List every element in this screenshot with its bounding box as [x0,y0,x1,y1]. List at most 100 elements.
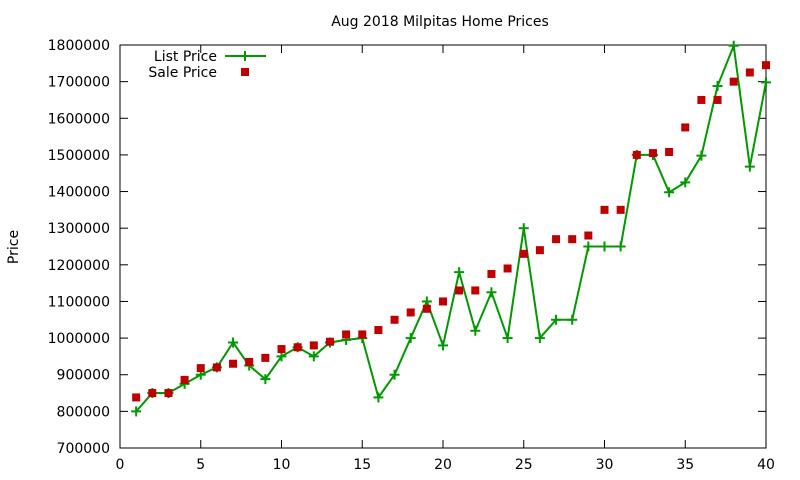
plot-frame [119,44,767,449]
list-price-point [567,314,578,325]
y-tick-label: 800000 [57,404,110,420]
list-price-point [761,77,771,88]
sale-price-point [374,326,383,335]
axes [119,44,767,449]
list-price-point [486,287,497,298]
sale-price-point [487,269,496,278]
sale-price-point [325,337,334,346]
sale-price-point [212,363,221,372]
list-price-point [438,340,448,351]
y-tick-label: 1200000 [48,258,110,274]
list-price-point [744,161,755,172]
sale-price-point [164,389,173,398]
sale-price-point [196,364,205,373]
x-tick-label: 10 [273,457,291,473]
list-price-point [583,241,594,252]
sale-price-point [713,95,722,104]
y-axis-label: Price [6,230,22,264]
x-tick-label: 25 [515,457,533,473]
list-price-point [551,314,562,325]
list-price-point [599,241,610,252]
sale-price-point [648,149,657,158]
list-price-point [260,374,271,385]
list-price-point [502,333,513,344]
sale-price-point [406,308,415,317]
sale-price-point [519,249,528,258]
x-tick-label: 20 [434,457,452,473]
sale-price-point [277,345,286,354]
list-price-point [728,40,739,51]
sale-price-point [229,359,238,368]
sale-price-point [148,389,157,398]
sale-price-point [568,235,577,244]
legend-marker-sale-price [241,68,249,76]
sale-price-point [390,315,399,324]
legend-label-list-price: List Price [154,49,217,65]
list-price-point [454,267,465,278]
list-price-point [228,337,239,348]
list-price-point [405,333,416,344]
y-tick-label: 700000 [57,441,110,457]
list-price-point [470,325,481,336]
list-price-point [615,241,626,252]
sale-price-point [309,341,318,350]
x-tick-label: 30 [596,457,614,473]
tick-marks: 0 5 10 15 20 25 30 35 40 700000 800000 900000 100000… [48,38,775,473]
sale-price-point [681,123,690,132]
sale-price-point [632,150,641,159]
legend-label-sale-price: Sale Price [148,65,217,81]
y-tick-label: 1700000 [48,75,110,91]
sale-price-point [697,95,706,104]
sale-price-point [455,286,464,295]
sale-price-point [600,205,609,214]
sale-price-point [616,205,625,214]
sale-price-point [745,68,754,77]
sale-price-point [180,375,189,384]
list-price-point [712,81,723,92]
list-price-line [135,41,767,413]
sale-price-point [422,304,431,313]
sale-price-point [132,393,141,402]
sale-price-point [471,286,480,295]
list-price-point [696,150,707,161]
sale-price-point [729,77,738,86]
y-tick-label: 1600000 [48,111,110,127]
x-tick-label: 5 [196,457,205,473]
list-price-point [518,223,529,234]
y-tick-label: 1500000 [48,148,110,164]
series-lines [135,41,767,413]
list-price-point [131,406,142,417]
x-tick-label: 0 [116,457,125,473]
list-price-point [664,187,675,198]
y-tick-label: 1800000 [48,38,110,54]
x-tick-label: 40 [757,457,775,473]
sale-price-point [535,246,544,255]
sale-price-point [245,357,254,366]
list-price-point [373,392,384,403]
list-price-point [308,351,319,362]
sale-price-point [665,147,674,156]
x-tick-label: 35 [676,457,694,473]
data-points [131,40,771,417]
sale-price-point [358,330,367,339]
sale-price-point [439,297,447,306]
y-tick-label: 900000 [57,368,110,384]
sale-price-point [552,235,561,244]
sale-price-point [503,264,512,273]
y-tick-label: 1300000 [48,221,110,237]
list-price-point [680,177,691,188]
y-tick-label: 1400000 [48,185,110,201]
legend-marker-list-price [240,51,250,61]
list-price-point [389,369,400,380]
x-tick-label: 15 [353,457,371,473]
chart-title: Aug 2018 Milpitas Home Prices [331,14,549,30]
list-price-point [534,333,545,344]
sale-price-point [584,231,593,240]
sale-price-point [342,330,351,339]
sale-price-point [293,343,302,352]
y-tick-label: 1000000 [48,331,110,347]
sale-price-point [261,353,270,362]
y-tick-label: 1100000 [48,294,110,310]
